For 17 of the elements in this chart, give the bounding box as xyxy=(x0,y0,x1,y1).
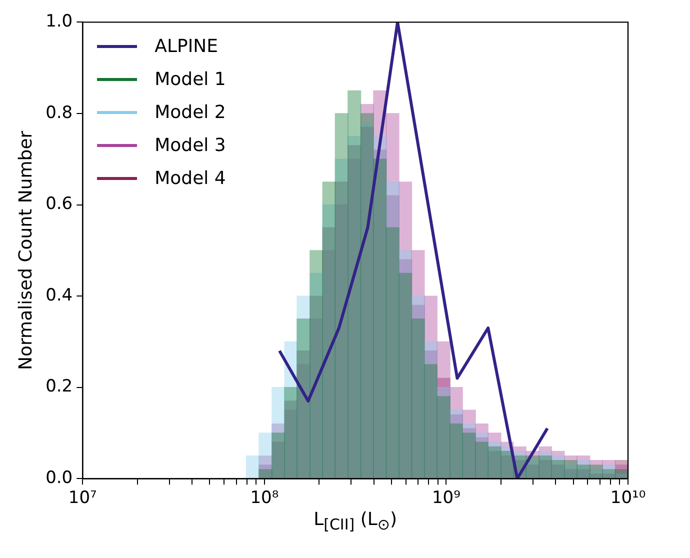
y-tick-label: 1.0 xyxy=(46,12,73,32)
legend-label: Model 3 xyxy=(154,135,226,156)
y-tick-label: 0.0 xyxy=(46,468,73,488)
legend-label: Model 4 xyxy=(154,168,226,190)
legend-label: ALPINE xyxy=(154,36,218,58)
y-tick-label: 0.2 xyxy=(46,376,73,397)
y-tick-label: 0.6 xyxy=(46,194,73,214)
legend-label: Model 1 xyxy=(154,69,226,90)
y-axis-title: Normalised Count Number xyxy=(15,130,36,370)
legend-label: Model 2 xyxy=(154,102,226,124)
y-tick-label: 0.4 xyxy=(46,285,73,306)
x-tick-label: 10⁷ xyxy=(68,488,98,508)
x-tick-label: 10¹⁰ xyxy=(610,488,646,508)
x-tick-label: 10⁹ xyxy=(432,488,461,508)
x-axis-title: L$_{[CII]}$ (L$_{⊙}$) xyxy=(312,509,398,534)
x-tick-label: 10⁸ xyxy=(250,488,279,508)
y-tick-label: 0.8 xyxy=(46,102,73,123)
